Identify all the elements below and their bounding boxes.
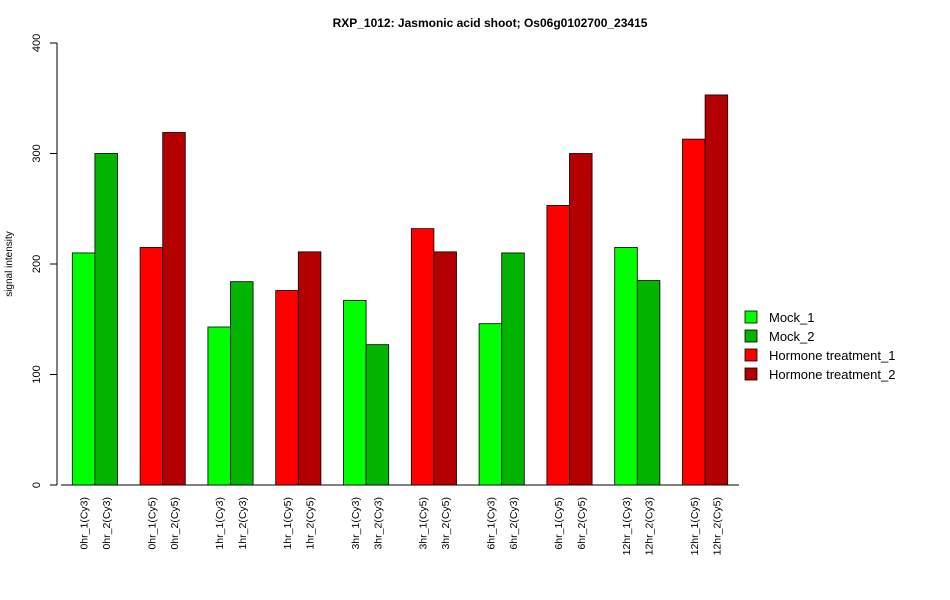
x-category-label: 3hr_2(Cy5) bbox=[440, 497, 452, 550]
bar-6hr-2-cy3 bbox=[501, 252, 525, 486]
bar-12hr-1-cy5 bbox=[682, 138, 706, 486]
bar-6hr-1-cy5 bbox=[546, 205, 570, 486]
legend-label: Mock_1 bbox=[769, 310, 815, 325]
bars bbox=[71, 94, 729, 486]
x-category-label: 1hr_1(Cy3) bbox=[214, 497, 226, 550]
x-category-label: 6hr_2(Cy3) bbox=[508, 497, 520, 550]
legend-swatch bbox=[744, 329, 758, 343]
x-category-label: 0hr_2(Cy5) bbox=[169, 497, 181, 550]
legend-swatch bbox=[744, 310, 758, 324]
x-category-label: 3hr_1(Cy3) bbox=[350, 497, 362, 550]
bar-1hr-2-cy3 bbox=[230, 281, 254, 486]
x-category-label: 6hr_2(Cy5) bbox=[576, 497, 588, 550]
bar-0hr-2-cy3 bbox=[94, 153, 118, 486]
x-category-label: 0hr_2(Cy3) bbox=[101, 497, 113, 550]
x-category-label: 0hr_1(Cy5) bbox=[146, 497, 158, 550]
x-category-label: 6hr_1(Cy5) bbox=[553, 497, 565, 550]
category-labels: 0hr_1(Cy3) 0hr_2(Cy3) 0hr_1(Cy5) 0hr_2(Cy5)… bbox=[79, 497, 724, 555]
legend-label: Hormone treatment_1 bbox=[769, 348, 895, 363]
bar-1hr-1-cy5 bbox=[275, 290, 299, 486]
bar-12hr-2-cy5 bbox=[704, 94, 729, 486]
x-category-label: 1hr_1(Cy5) bbox=[282, 497, 294, 550]
legend: Mock_1 Mock_2 Hormone treatment_1 Hormone t… bbox=[744, 310, 895, 382]
bar-6hr-1-cy3 bbox=[478, 323, 503, 486]
x-category-label: 6hr_1(Cy3) bbox=[485, 497, 497, 550]
bar-3hr-1-cy5 bbox=[410, 228, 435, 486]
bar-12hr-1-cy3 bbox=[614, 247, 638, 486]
y-tick-label: 0 bbox=[31, 482, 43, 488]
bar-0hr-1-cy5 bbox=[139, 247, 164, 486]
bar-3hr-1-cy3 bbox=[343, 300, 367, 486]
x-category-label: 12hr_1(Cy5) bbox=[689, 497, 701, 555]
legend-swatch bbox=[744, 367, 758, 381]
legend-label: Hormone treatment_2 bbox=[769, 367, 895, 382]
bar-0hr-2-cy5 bbox=[162, 132, 186, 486]
y-axis-label: signal intensity bbox=[4, 231, 15, 297]
x-category-label: 3hr_2(Cy3) bbox=[372, 497, 384, 550]
bar-3hr-2-cy3 bbox=[365, 344, 390, 486]
x-category-label: 0hr_1(Cy3) bbox=[79, 497, 91, 550]
y-tick-label: 100 bbox=[31, 365, 43, 383]
chart-title: RXP_1012: Jasmonic acid shoot; Os06g0102… bbox=[333, 16, 648, 30]
x-category-label: 1hr_2(Cy3) bbox=[237, 497, 249, 550]
y-tick-label: 200 bbox=[31, 255, 43, 273]
legend-swatch bbox=[744, 348, 758, 362]
bar-12hr-2-cy3 bbox=[636, 280, 661, 486]
bar-0hr-1-cy3 bbox=[71, 252, 96, 486]
x-category-label: 12hr_2(Cy5) bbox=[711, 497, 723, 555]
x-category-label: 12hr_1(Cy3) bbox=[621, 497, 633, 555]
x-category-label: 1hr_2(Cy5) bbox=[305, 497, 317, 550]
x-category-label: 12hr_2(Cy3) bbox=[644, 497, 656, 555]
legend-label: Mock_2 bbox=[769, 329, 815, 344]
y-tick-label: 400 bbox=[31, 34, 43, 52]
x-category-label: 3hr_1(Cy5) bbox=[418, 497, 430, 550]
bar-1hr-1-cy3 bbox=[207, 326, 231, 486]
bar-6hr-2-cy5 bbox=[569, 153, 593, 486]
bar-1hr-2-cy5 bbox=[297, 251, 322, 486]
bar-3hr-2-cy5 bbox=[433, 251, 457, 486]
y-tick-label: 300 bbox=[31, 144, 43, 162]
